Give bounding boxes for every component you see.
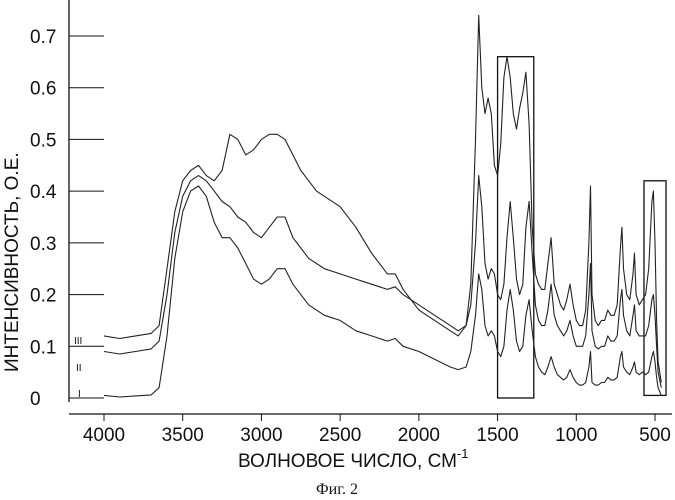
x-tick-label: 500 bbox=[639, 425, 671, 446]
x-ticks: 4000 3500 3000 2500 2000 1500 1000 500 bbox=[83, 414, 671, 446]
series-label-II: II bbox=[76, 363, 82, 374]
series-label-III: III bbox=[74, 336, 82, 347]
y-tick-label: 0.2 bbox=[30, 286, 56, 307]
y-tick-label: 0.5 bbox=[30, 130, 56, 151]
y-tick-label: 0.6 bbox=[30, 79, 56, 100]
x-axis-title: ВОЛНОВОЕ ЧИСЛО, СМ-1 bbox=[238, 446, 468, 472]
series-labels: IIIIII bbox=[74, 336, 82, 400]
y-ticks: 0 0.1 0.2 0.3 0.4 0.5 0.6 0.7 bbox=[30, 27, 104, 410]
series-line-I bbox=[104, 186, 661, 397]
x-tick-label: 1000 bbox=[555, 425, 597, 446]
x-axis-title-text: ВОЛНОВОЕ ЧИСЛО, СМ bbox=[238, 451, 457, 472]
spectrum-curves bbox=[104, 15, 661, 397]
series-label-I: I bbox=[78, 389, 81, 400]
series-line-II bbox=[104, 176, 661, 388]
x-tick-label: 2500 bbox=[319, 425, 361, 446]
y-axis: 0 0.1 0.2 0.3 0.4 0.5 0.6 0.7 bbox=[30, 0, 104, 410]
y-tick-label: 0.3 bbox=[30, 234, 56, 255]
y-tick-label: 0.1 bbox=[30, 337, 56, 358]
x-tick-label: 4000 bbox=[83, 425, 125, 446]
y-tick-label: 0 bbox=[30, 389, 41, 410]
x-axis: 4000 3500 3000 2500 2000 1500 1000 500 bbox=[69, 414, 672, 446]
y-tick-label: 0.7 bbox=[30, 27, 56, 48]
x-tick-label: 3500 bbox=[162, 425, 204, 446]
x-axis-title-superscript: -1 bbox=[457, 446, 469, 461]
x-tick-label: 1500 bbox=[476, 425, 518, 446]
x-tick-label: 2000 bbox=[398, 425, 440, 446]
y-axis-title: ИНТЕНСИВНОСТЬ, О.Е. bbox=[2, 152, 23, 372]
figure-caption: Фиг. 2 bbox=[316, 481, 358, 498]
x-tick-label: 3000 bbox=[240, 425, 282, 446]
y-tick-label: 0.4 bbox=[30, 182, 57, 203]
